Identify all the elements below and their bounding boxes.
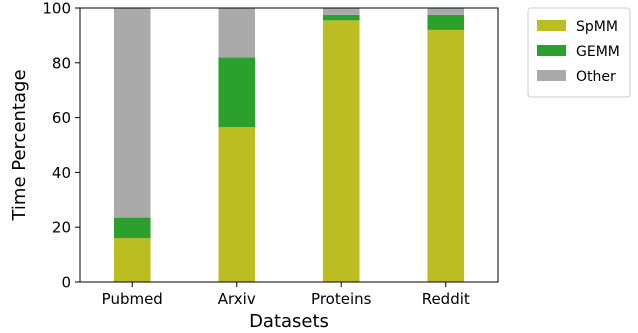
bar-spmm-proteins xyxy=(322,20,360,283)
x-tick-label-arxiv: Arxiv xyxy=(218,290,256,308)
legend: SpMM GEMM Other xyxy=(527,7,631,98)
axes-frame xyxy=(79,7,499,283)
x-tick-label-reddit: Reddit xyxy=(422,290,470,308)
y-tick-label: 40 xyxy=(52,164,71,182)
x-axis-ticks: Pubmed Arxiv Proteins Reddit xyxy=(102,282,470,308)
y-tick-label: 80 xyxy=(52,54,71,72)
bars-group xyxy=(113,8,465,283)
bar-other-reddit xyxy=(427,8,465,15)
legend-label-spmm: SpMM xyxy=(576,19,618,35)
x-axis-label: Datasets xyxy=(249,311,329,332)
y-tick-label: 20 xyxy=(52,219,71,237)
bar-gemm-proteins xyxy=(322,14,360,21)
bar-other-proteins xyxy=(322,8,360,15)
y-tick-label: 0 xyxy=(61,274,71,292)
legend-label-gemm: GEMM xyxy=(576,44,620,60)
bar-spmm-reddit xyxy=(427,29,465,283)
x-tick-label-pubmed: Pubmed xyxy=(102,290,163,308)
bar-spmm-pubmed xyxy=(113,238,151,282)
legend-swatch-spmm xyxy=(537,20,566,31)
legend-label-other: Other xyxy=(576,69,616,85)
legend-swatch-other xyxy=(537,70,566,81)
y-tick-label: 100 xyxy=(42,0,71,18)
bar-other-arxiv xyxy=(218,8,256,58)
bar-spmm-arxiv xyxy=(218,127,256,282)
y-axis-ticks: 0 20 40 60 80 100 xyxy=(42,0,80,292)
x-tick-label-proteins: Proteins xyxy=(311,290,372,308)
bar-gemm-pubmed xyxy=(113,217,151,239)
y-tick-label: 60 xyxy=(52,109,71,127)
y-axis-label: Time Percentage xyxy=(9,69,30,221)
bar-other-pubmed xyxy=(113,8,151,218)
bar-gemm-arxiv xyxy=(218,57,256,128)
bar-gemm-reddit xyxy=(427,14,465,30)
legend-swatch-gemm xyxy=(537,45,566,56)
